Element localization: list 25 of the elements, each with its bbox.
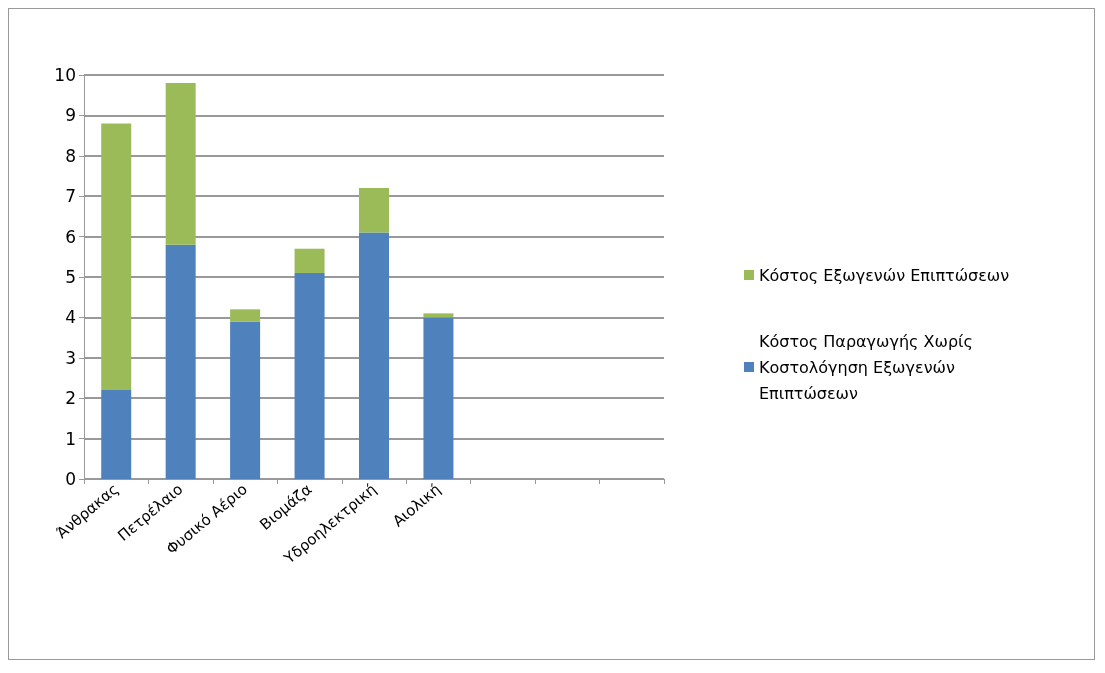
y-tick-label: 6 — [65, 226, 76, 247]
y-tick-label: 9 — [65, 105, 76, 126]
y-tick-label: 0 — [65, 469, 76, 489]
y-tick-label: 10 — [54, 65, 76, 85]
bar — [165, 83, 196, 245]
bar — [165, 244, 196, 479]
y-tick-label: 2 — [65, 388, 76, 409]
bar — [101, 390, 132, 479]
bar — [101, 123, 132, 391]
bar — [423, 313, 454, 318]
y-tick-label: 3 — [65, 347, 76, 368]
bar — [359, 232, 389, 479]
y-tick-label: 4 — [65, 307, 76, 328]
bar — [230, 309, 261, 322]
bar — [294, 248, 325, 273]
legend-label: Κόστος Παραγωγής Χωρίς Κοστολόγηση Εξωγενών Επιπτώσεων — [759, 331, 973, 403]
y-tick-label: 8 — [65, 145, 76, 166]
y-tick-label: 5 — [65, 267, 76, 287]
bar — [294, 272, 325, 479]
bar — [230, 321, 261, 479]
y-tick-label: 1 — [65, 428, 76, 449]
bar — [423, 317, 454, 479]
legend-label: Κόστος Εξωγενών Επιπτώσεων — [759, 265, 1010, 285]
y-tick-label: 7 — [65, 186, 76, 207]
bar — [359, 188, 389, 233]
